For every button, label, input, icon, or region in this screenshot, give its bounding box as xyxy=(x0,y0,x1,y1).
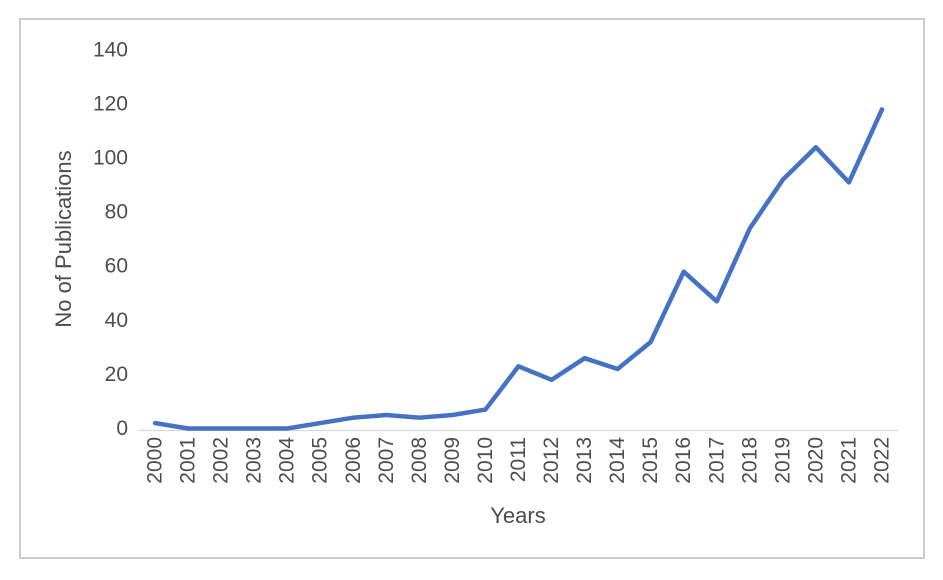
x-tick-label: 2001 xyxy=(177,437,200,484)
y-tick-label: 40 xyxy=(105,309,128,332)
x-tick-label: 2003 xyxy=(243,437,266,484)
x-tick-label: 2021 xyxy=(837,437,860,484)
y-tick-label: 140 xyxy=(93,38,128,61)
y-tick-label: 60 xyxy=(105,255,128,278)
y-tick-label: 120 xyxy=(93,92,128,115)
y-tick-label: 20 xyxy=(105,363,128,386)
x-tick-label: 2014 xyxy=(606,437,629,484)
x-tick-label: 2010 xyxy=(474,437,497,484)
x-tick-label: 2020 xyxy=(804,437,827,484)
x-tick-label: 2016 xyxy=(672,437,695,484)
x-tick-label: 2012 xyxy=(540,437,563,484)
x-tick-label: 2000 xyxy=(144,437,167,484)
x-tick-label: 2011 xyxy=(507,437,530,482)
x-tick-label: 2005 xyxy=(309,437,332,484)
x-tick-label: 2002 xyxy=(210,437,233,484)
publications-series-line xyxy=(152,107,885,431)
x-tick-label: 2019 xyxy=(771,437,794,484)
x-tick-label: 2015 xyxy=(639,437,662,484)
x-tick-label: 2018 xyxy=(738,437,761,484)
x-tick-label: 2009 xyxy=(441,437,464,484)
x-tick-label: 2008 xyxy=(408,437,431,484)
x-tick-label: 2022 xyxy=(870,437,893,484)
chart-frame xyxy=(19,18,925,559)
y-tick-label: 80 xyxy=(105,201,128,224)
y-axis-title: No of Publications xyxy=(51,150,76,328)
x-tick-label: 2004 xyxy=(276,437,299,484)
x-tick-label: 2007 xyxy=(375,437,398,484)
x-tick-label: 2013 xyxy=(573,437,596,484)
x-axis-title: Years xyxy=(490,503,546,528)
x-tick-label: 2006 xyxy=(342,437,365,484)
x-tick-label: 2017 xyxy=(705,437,728,484)
y-tick-label: 100 xyxy=(93,147,128,170)
y-tick-label: 0 xyxy=(116,417,128,440)
